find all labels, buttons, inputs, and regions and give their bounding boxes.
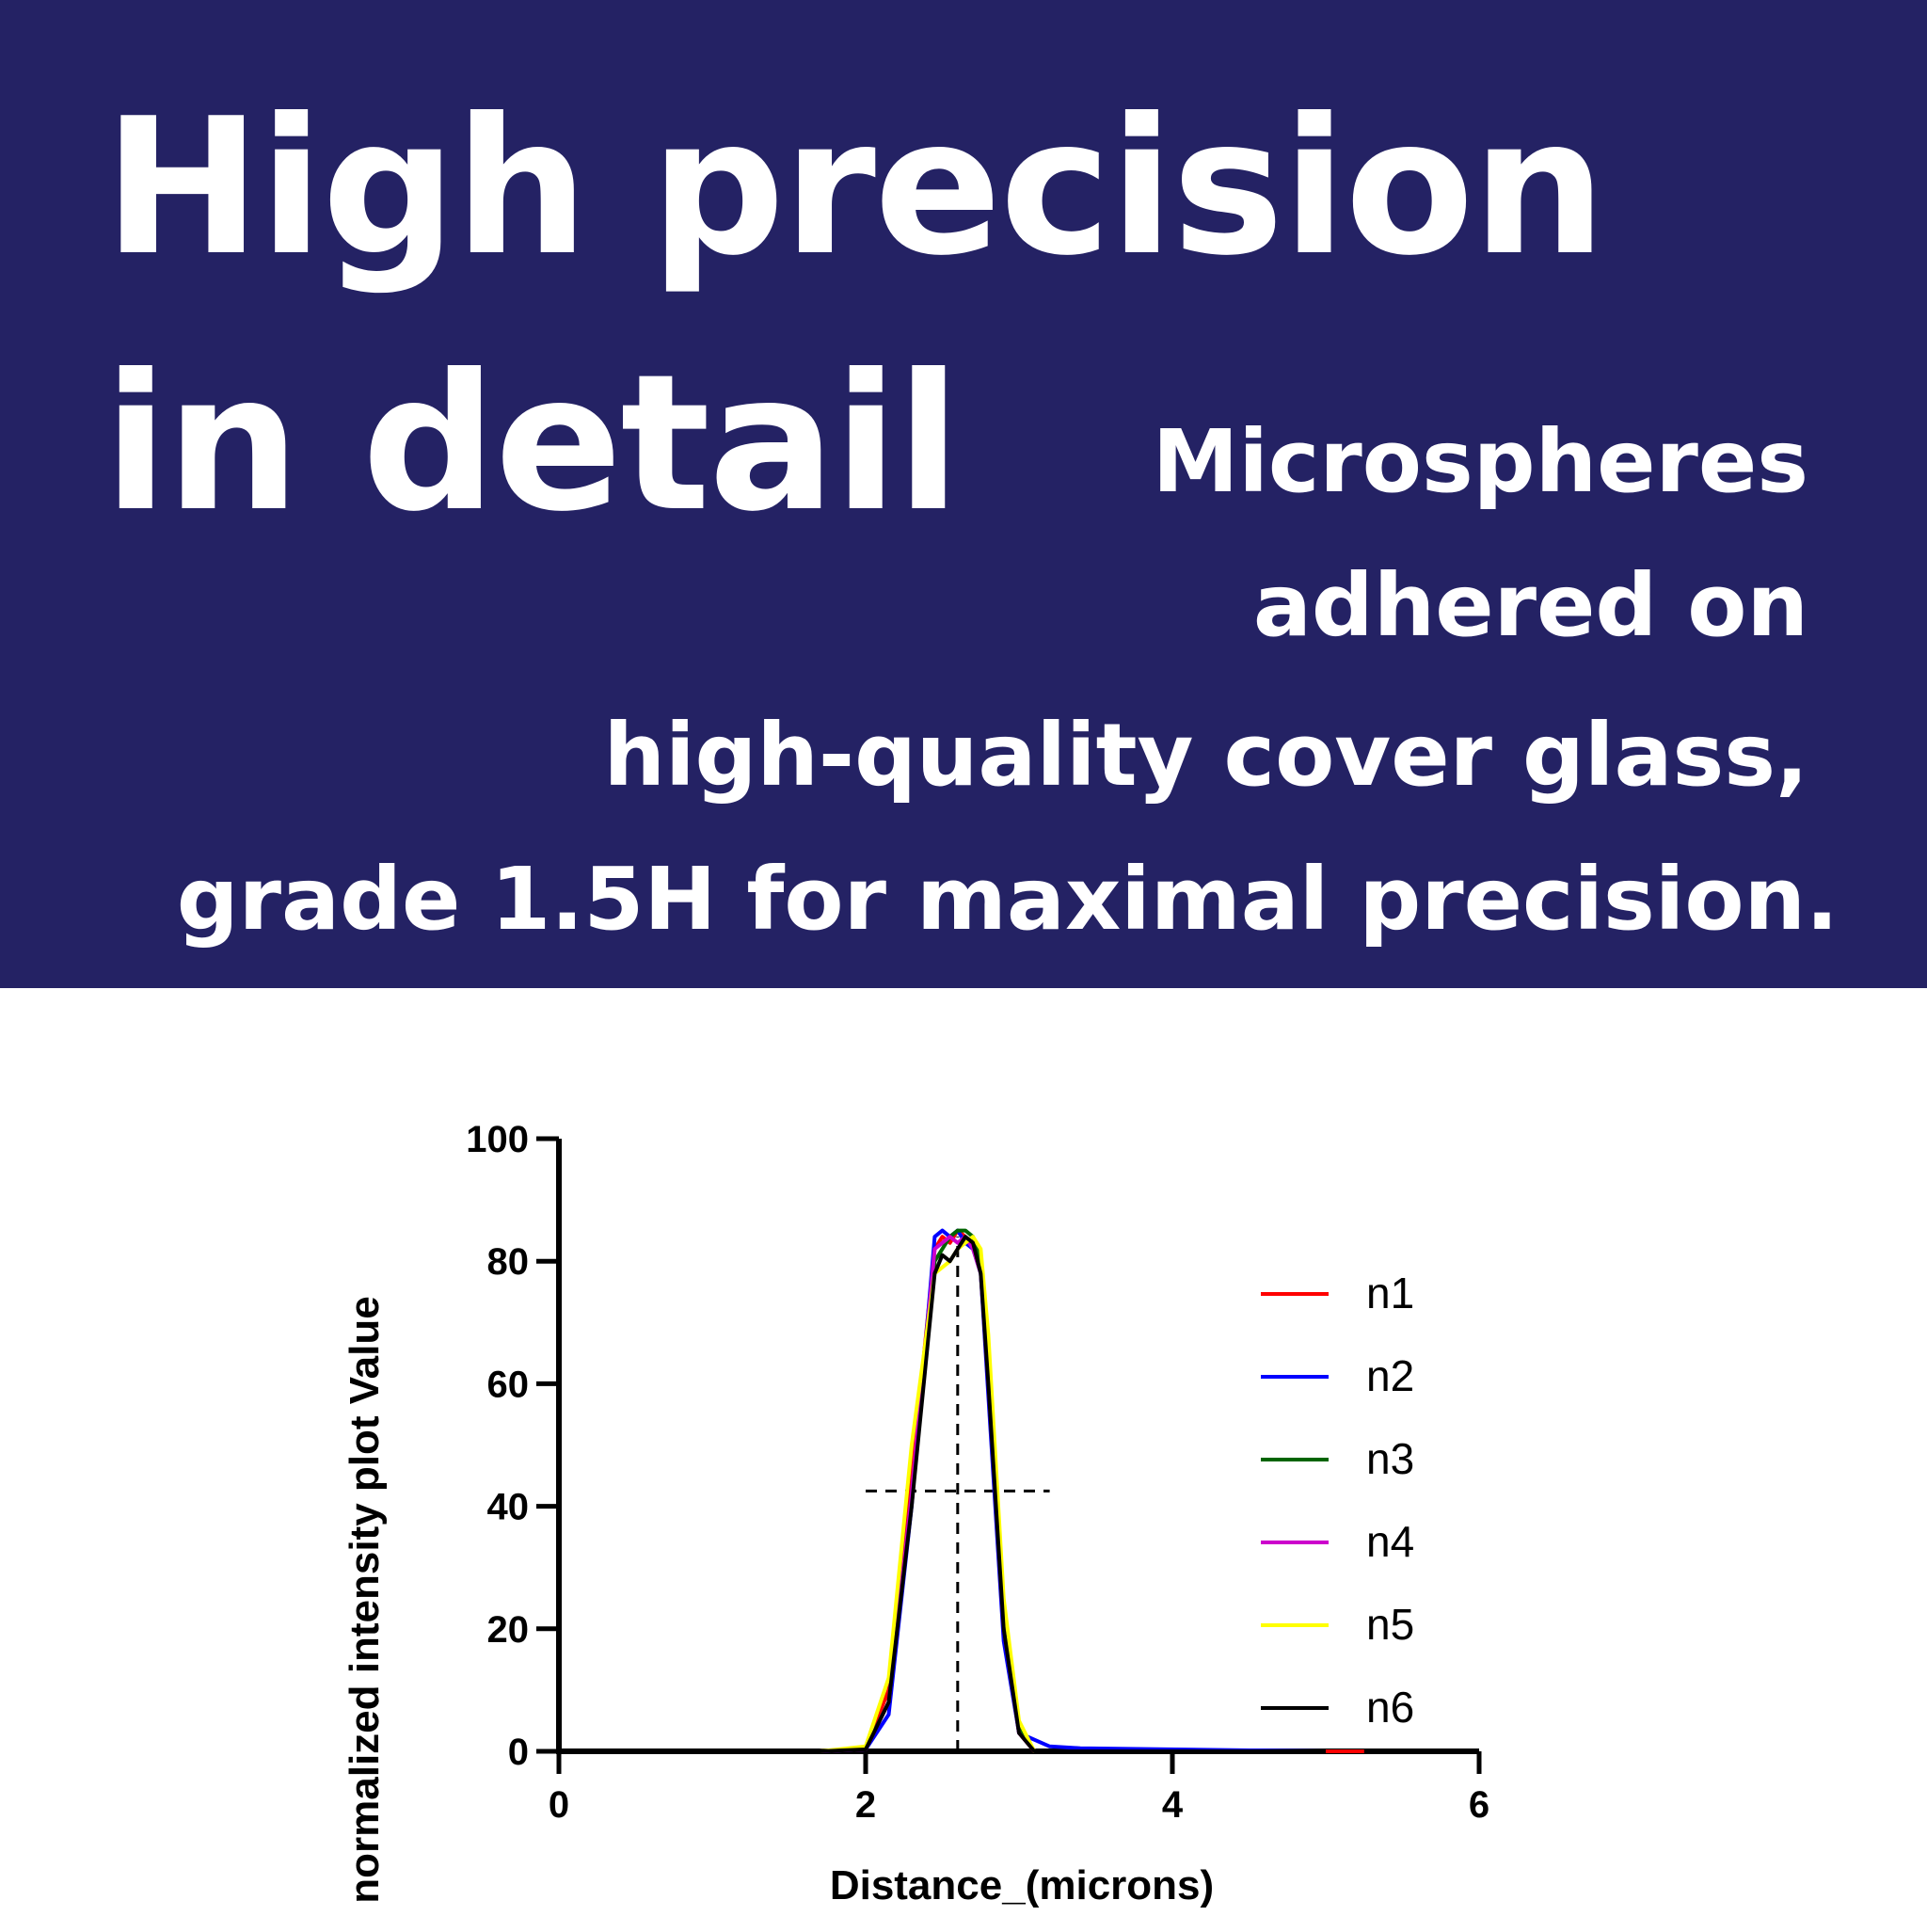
series-line-n4 — [559, 1235, 1326, 1753]
subtitle-line-2: adhered on — [1252, 555, 1808, 656]
headline-line-2: in detail — [104, 334, 961, 553]
subtitle-line-4: grade 1.5H for maximal precision. — [176, 849, 1839, 950]
x-axis-label: Distance_(microns) — [830, 1862, 1214, 1908]
intensity-profile-chart: 0 20 40 60 80 100 0 2 4 6 n1 n2 n3 n4 n5 n6 normalized… — [342, 1119, 1489, 1908]
legend-label-n4: n4 — [1366, 1517, 1414, 1566]
legend: n1 n2 n3 n4 n5 n6 — [1261, 1269, 1414, 1732]
x-tick-label: 2 — [855, 1784, 876, 1826]
legend-label-n5: n5 — [1366, 1600, 1414, 1649]
chart-area: 0 20 40 60 80 100 0 2 4 6 n1 n2 n3 n4 n5 n6 normalized… — [0, 988, 1927, 1927]
legend-label-n2: n2 — [1366, 1351, 1414, 1400]
subtitle-line-3: high-quality cover glass, — [603, 705, 1809, 806]
axes: 0 20 40 60 80 100 0 2 4 6 — [466, 1119, 1489, 1826]
y-tick-label: 20 — [487, 1609, 530, 1651]
y-axis-label: normalized intensity plot Value — [342, 1296, 388, 1903]
series-line-n3 — [559, 1228, 1326, 1753]
series-line-n5 — [559, 1235, 1326, 1753]
series-line-n6 — [559, 1235, 1326, 1753]
headline-line-1: High precision — [104, 78, 1606, 297]
title-banner: High precision in detail Microspheres ad… — [0, 0, 1927, 988]
y-tick-label: 40 — [487, 1487, 530, 1528]
legend-label-n3: n3 — [1366, 1434, 1414, 1483]
y-tick-label: 0 — [508, 1732, 529, 1773]
x-tick-label: 4 — [1162, 1784, 1184, 1826]
legend-label-n1: n1 — [1366, 1269, 1414, 1317]
x-tick-label: 0 — [549, 1784, 569, 1826]
y-tick-label: 60 — [487, 1364, 530, 1405]
y-tick-label: 100 — [466, 1119, 529, 1160]
reference-lines — [866, 1237, 1050, 1751]
series-lines — [559, 1228, 1364, 1753]
x-tick-label: 6 — [1469, 1784, 1489, 1826]
legend-label-n6: n6 — [1366, 1683, 1414, 1732]
y-tick-label: 80 — [487, 1241, 530, 1283]
series-line-n1 — [559, 1228, 1364, 1753]
series-line-n2 — [559, 1228, 1327, 1753]
subtitle-line-1: Microspheres — [1152, 411, 1808, 512]
